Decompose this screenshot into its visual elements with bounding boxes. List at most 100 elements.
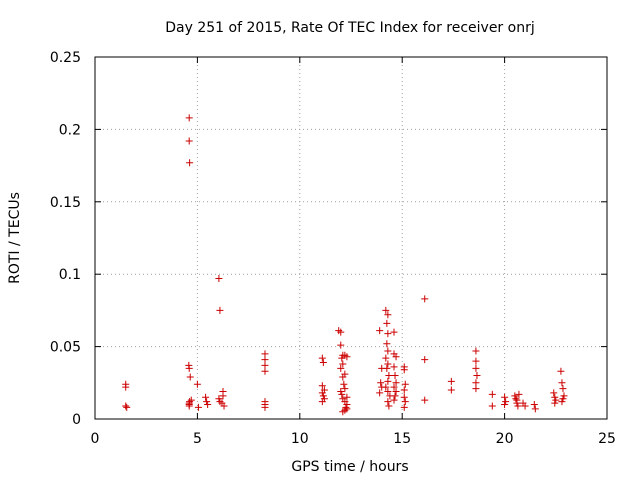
data-point xyxy=(384,311,392,319)
data-point xyxy=(530,401,538,409)
data-point xyxy=(521,402,529,410)
data-point xyxy=(401,380,409,388)
data-point xyxy=(447,377,455,385)
data-point xyxy=(185,114,193,122)
data-point xyxy=(392,353,400,361)
data-point xyxy=(501,401,509,409)
y-tick-label: 0.15 xyxy=(50,195,81,211)
data-point xyxy=(551,399,559,407)
data-point xyxy=(338,354,346,362)
data-point xyxy=(447,386,455,394)
grid-lines xyxy=(95,57,607,419)
data-point xyxy=(391,392,399,400)
data-point xyxy=(220,402,228,410)
data-point xyxy=(384,387,392,395)
x-tick-label: 10 xyxy=(291,431,309,447)
data-point xyxy=(472,364,480,372)
data-point xyxy=(390,396,398,404)
data-point xyxy=(384,347,392,355)
x-tick-label: 5 xyxy=(193,431,202,447)
data-point xyxy=(186,159,194,167)
data-point xyxy=(558,398,566,406)
data-points xyxy=(122,114,568,416)
data-point xyxy=(337,341,345,349)
data-point xyxy=(382,354,390,362)
data-point xyxy=(559,385,567,393)
data-point xyxy=(383,319,391,327)
data-point xyxy=(377,379,385,387)
data-point xyxy=(339,360,347,368)
data-point xyxy=(385,372,393,380)
data-point xyxy=(339,408,347,416)
data-point xyxy=(385,402,393,410)
data-point xyxy=(401,398,409,406)
data-point xyxy=(472,357,480,365)
data-point xyxy=(318,382,326,390)
data-point xyxy=(337,328,345,336)
data-point xyxy=(343,353,351,361)
data-point xyxy=(515,390,523,398)
y-axis-label: ROTI / TECUs xyxy=(7,192,23,284)
x-tick-label: 25 xyxy=(598,431,616,447)
data-point xyxy=(488,402,496,410)
data-point xyxy=(185,402,193,410)
data-point xyxy=(400,393,408,401)
data-point xyxy=(400,386,408,394)
data-point xyxy=(384,360,392,368)
data-point xyxy=(185,137,193,145)
data-point xyxy=(558,379,566,387)
data-point xyxy=(421,396,429,404)
data-point xyxy=(204,401,212,409)
y-tick-label: 0 xyxy=(72,412,81,428)
data-point xyxy=(376,327,384,335)
data-point xyxy=(215,275,223,283)
data-point xyxy=(318,389,326,397)
data-point xyxy=(400,366,408,374)
data-point xyxy=(421,356,429,364)
data-point xyxy=(550,389,558,397)
x-tick-label: 20 xyxy=(496,431,514,447)
data-point xyxy=(384,398,392,406)
data-point xyxy=(319,392,327,400)
data-point xyxy=(392,387,400,395)
data-point xyxy=(122,402,130,410)
data-point xyxy=(318,354,326,362)
data-point xyxy=(261,367,269,375)
data-point xyxy=(511,392,519,400)
data-point xyxy=(501,393,509,401)
data-point xyxy=(376,389,384,397)
data-point xyxy=(557,367,565,375)
data-point xyxy=(341,385,349,393)
data-point xyxy=(421,295,429,303)
data-point xyxy=(512,395,520,403)
data-point xyxy=(488,390,496,398)
data-point xyxy=(219,392,227,400)
data-point xyxy=(216,306,224,314)
data-point xyxy=(383,340,391,348)
data-point xyxy=(185,364,193,372)
data-point xyxy=(472,347,480,355)
data-point xyxy=(392,379,400,387)
data-point xyxy=(337,387,345,395)
data-point xyxy=(384,377,392,385)
y-tick-label: 0.2 xyxy=(59,122,81,138)
data-point xyxy=(318,398,326,406)
data-point xyxy=(338,390,346,398)
data-point xyxy=(390,383,398,391)
data-point xyxy=(531,405,539,413)
y-tick-label: 0.05 xyxy=(50,340,81,356)
x-tick-label: 15 xyxy=(393,431,411,447)
data-point xyxy=(122,383,130,391)
data-point xyxy=(559,395,567,403)
data-point xyxy=(187,396,195,404)
axis-ticks: 0 5 10 15 20 25 0 0.05 0.1 0.15 0.2 0.25 xyxy=(50,50,616,447)
data-point xyxy=(384,330,392,338)
data-point xyxy=(261,403,269,411)
data-point xyxy=(194,403,202,411)
data-point xyxy=(215,395,223,403)
data-point xyxy=(400,403,408,411)
data-point xyxy=(123,403,131,411)
data-point xyxy=(337,364,345,372)
x-axis-label: GPS time / hours xyxy=(291,459,408,475)
